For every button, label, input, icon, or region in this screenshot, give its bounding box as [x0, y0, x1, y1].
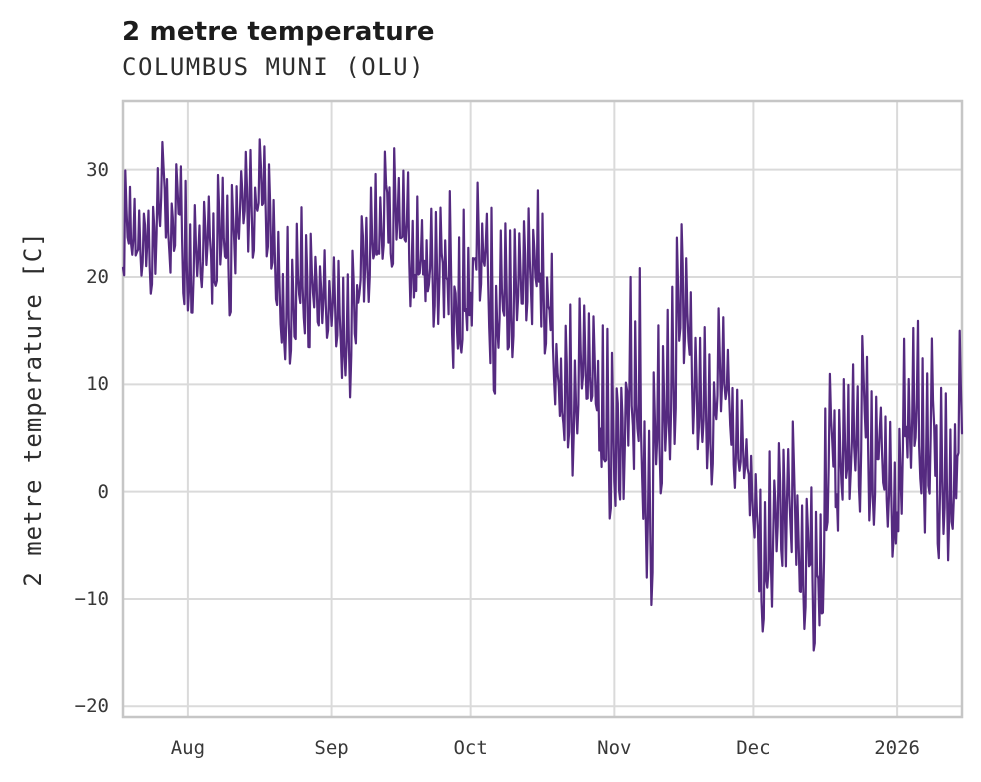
x-tick-label: Sep — [314, 737, 349, 759]
y-tick-label: 10 — [86, 373, 109, 396]
x-tick-label: Dec — [736, 737, 771, 759]
y-tick-label: −10 — [74, 587, 109, 610]
temperature-line — [121, 138, 964, 652]
x-tick-label: 2026 — [874, 737, 920, 759]
y-tick-label: 30 — [86, 158, 109, 181]
chart-subtitle: COLUMBUS MUNI (OLU) — [122, 53, 426, 81]
chart-title: 2 metre temperature — [122, 17, 435, 47]
x-tick-label: Aug — [170, 737, 206, 759]
y-tick-label: 20 — [86, 266, 109, 288]
x-tick-label: Oct — [453, 737, 488, 759]
grid-lines — [123, 101, 962, 717]
x-tick-label: Nov — [597, 737, 632, 759]
y-tick-label: −20 — [74, 695, 109, 718]
y-tick-label: 0 — [97, 480, 109, 503]
